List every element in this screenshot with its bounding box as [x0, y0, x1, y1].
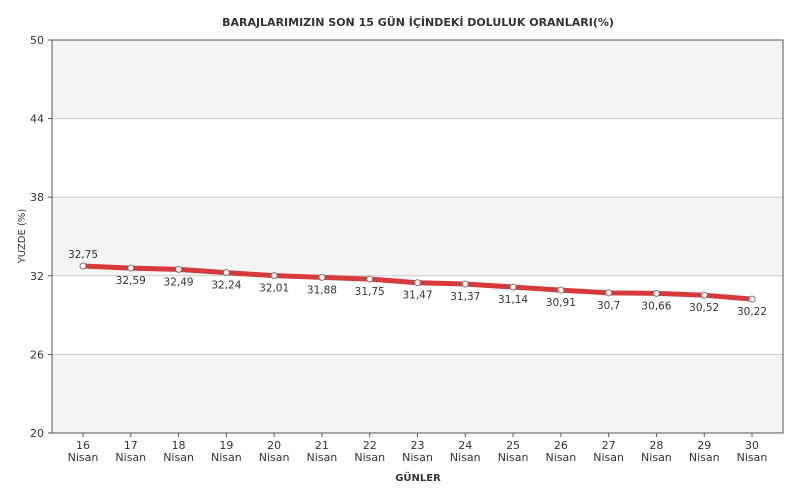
x-tick-label-month: Nisan: [115, 451, 146, 464]
x-tick-label-day: 21: [315, 439, 329, 452]
data-label: 31,14: [498, 294, 528, 306]
plot-band: [52, 354, 783, 433]
data-point: [79, 262, 87, 270]
data-point: [700, 291, 708, 299]
data-point: [605, 289, 613, 297]
x-tick-label-day: 20: [267, 439, 281, 452]
data-point: [652, 289, 660, 297]
data-label: 30,52: [689, 302, 719, 314]
y-axis-ticks: 20 26 32 38 44 50: [30, 34, 52, 440]
x-tick-label-month: Nisan: [737, 451, 768, 464]
x-tick-label-day: 23: [411, 439, 425, 452]
x-tick-label-day: 24: [458, 439, 472, 452]
y-tick-label: 20: [30, 427, 44, 440]
x-tick-label-day: 19: [219, 439, 233, 452]
y-axis-title: YUZDE (%): [17, 209, 28, 265]
data-label: 32,01: [259, 283, 289, 295]
gridlines: [52, 118, 783, 355]
data-point: [414, 279, 421, 287]
plot-band: [52, 275, 783, 355]
data-label: 31,47: [402, 290, 432, 302]
data-point: [557, 286, 565, 294]
y-tick-label: 38: [30, 191, 44, 204]
data-label: 32,75: [68, 249, 98, 261]
x-axis-title: GÜNLER: [395, 470, 441, 484]
x-tick-label-month: Nisan: [259, 451, 290, 464]
x-tick-label-month: Nisan: [689, 451, 720, 464]
x-tick-label-month: Nisan: [354, 451, 385, 464]
data-point: [461, 280, 469, 288]
x-tick-label-month: Nisan: [211, 451, 242, 464]
data-label: 32,59: [116, 275, 146, 287]
x-tick-label-day: 29: [697, 439, 711, 452]
chart-title: BARAJLARIMIZIN SON 15 GÜN İÇİNDEKİ DOLUL…: [222, 15, 614, 29]
x-tick-label-day: 27: [602, 439, 616, 452]
x-tick-label-month: Nisan: [163, 451, 194, 464]
y-tick-label: 32: [30, 270, 44, 283]
x-tick-label-day: 28: [649, 439, 663, 452]
data-point: [270, 272, 278, 280]
data-point: [509, 283, 517, 291]
y-tick-label: 50: [30, 34, 44, 47]
x-tick-label-month: Nisan: [641, 451, 672, 464]
plot-band: [52, 40, 783, 119]
x-tick-label-day: 18: [172, 439, 186, 452]
data-point: [366, 275, 374, 283]
y-tick-label: 44: [30, 113, 44, 126]
x-tick-label-month: Nisan: [402, 451, 433, 464]
x-tick-label-month: Nisan: [545, 451, 576, 464]
data-point: [318, 273, 326, 281]
data-label: 32,49: [164, 276, 194, 288]
x-tick-label-day: 26: [554, 439, 568, 452]
x-tick-label-month: Nisan: [593, 451, 624, 464]
data-point: [222, 269, 230, 277]
x-tick-label-day: 25: [506, 439, 520, 452]
x-axis-ticks: 16Nisan17Nisan18Nisan19Nisan20Nisan21Nis…: [68, 433, 768, 464]
data-point: [175, 265, 183, 273]
y-tick-label: 26: [30, 348, 44, 361]
series-group: 32,75 32,59 32,49 32,24 32,01 31,88 31,75 31,47…: [68, 249, 767, 318]
data-label: 30,91: [546, 297, 576, 309]
plot-band: [52, 118, 783, 198]
x-tick-label-day: 30: [745, 439, 759, 452]
x-tick-label-month: Nisan: [307, 451, 338, 464]
data-label: 30,7: [597, 300, 620, 312]
x-tick-label-day: 16: [76, 439, 90, 452]
x-tick-label-day: 22: [363, 439, 377, 452]
plot-band: [52, 197, 783, 276]
data-label: 32,24: [211, 280, 241, 292]
data-point: [748, 295, 756, 303]
data-label: 31,37: [450, 291, 480, 303]
plot-bands: [52, 40, 783, 433]
x-tick-label-month: Nisan: [498, 451, 529, 464]
data-point: [127, 264, 135, 272]
x-tick-label-month: Nisan: [68, 451, 99, 464]
data-label: 30,66: [641, 300, 671, 312]
data-label: 31,75: [355, 286, 385, 298]
data-label: 30,22: [737, 306, 767, 318]
x-tick-label-day: 17: [124, 439, 138, 452]
data-label: 31,88: [307, 284, 337, 296]
x-tick-label-month: Nisan: [450, 451, 481, 464]
